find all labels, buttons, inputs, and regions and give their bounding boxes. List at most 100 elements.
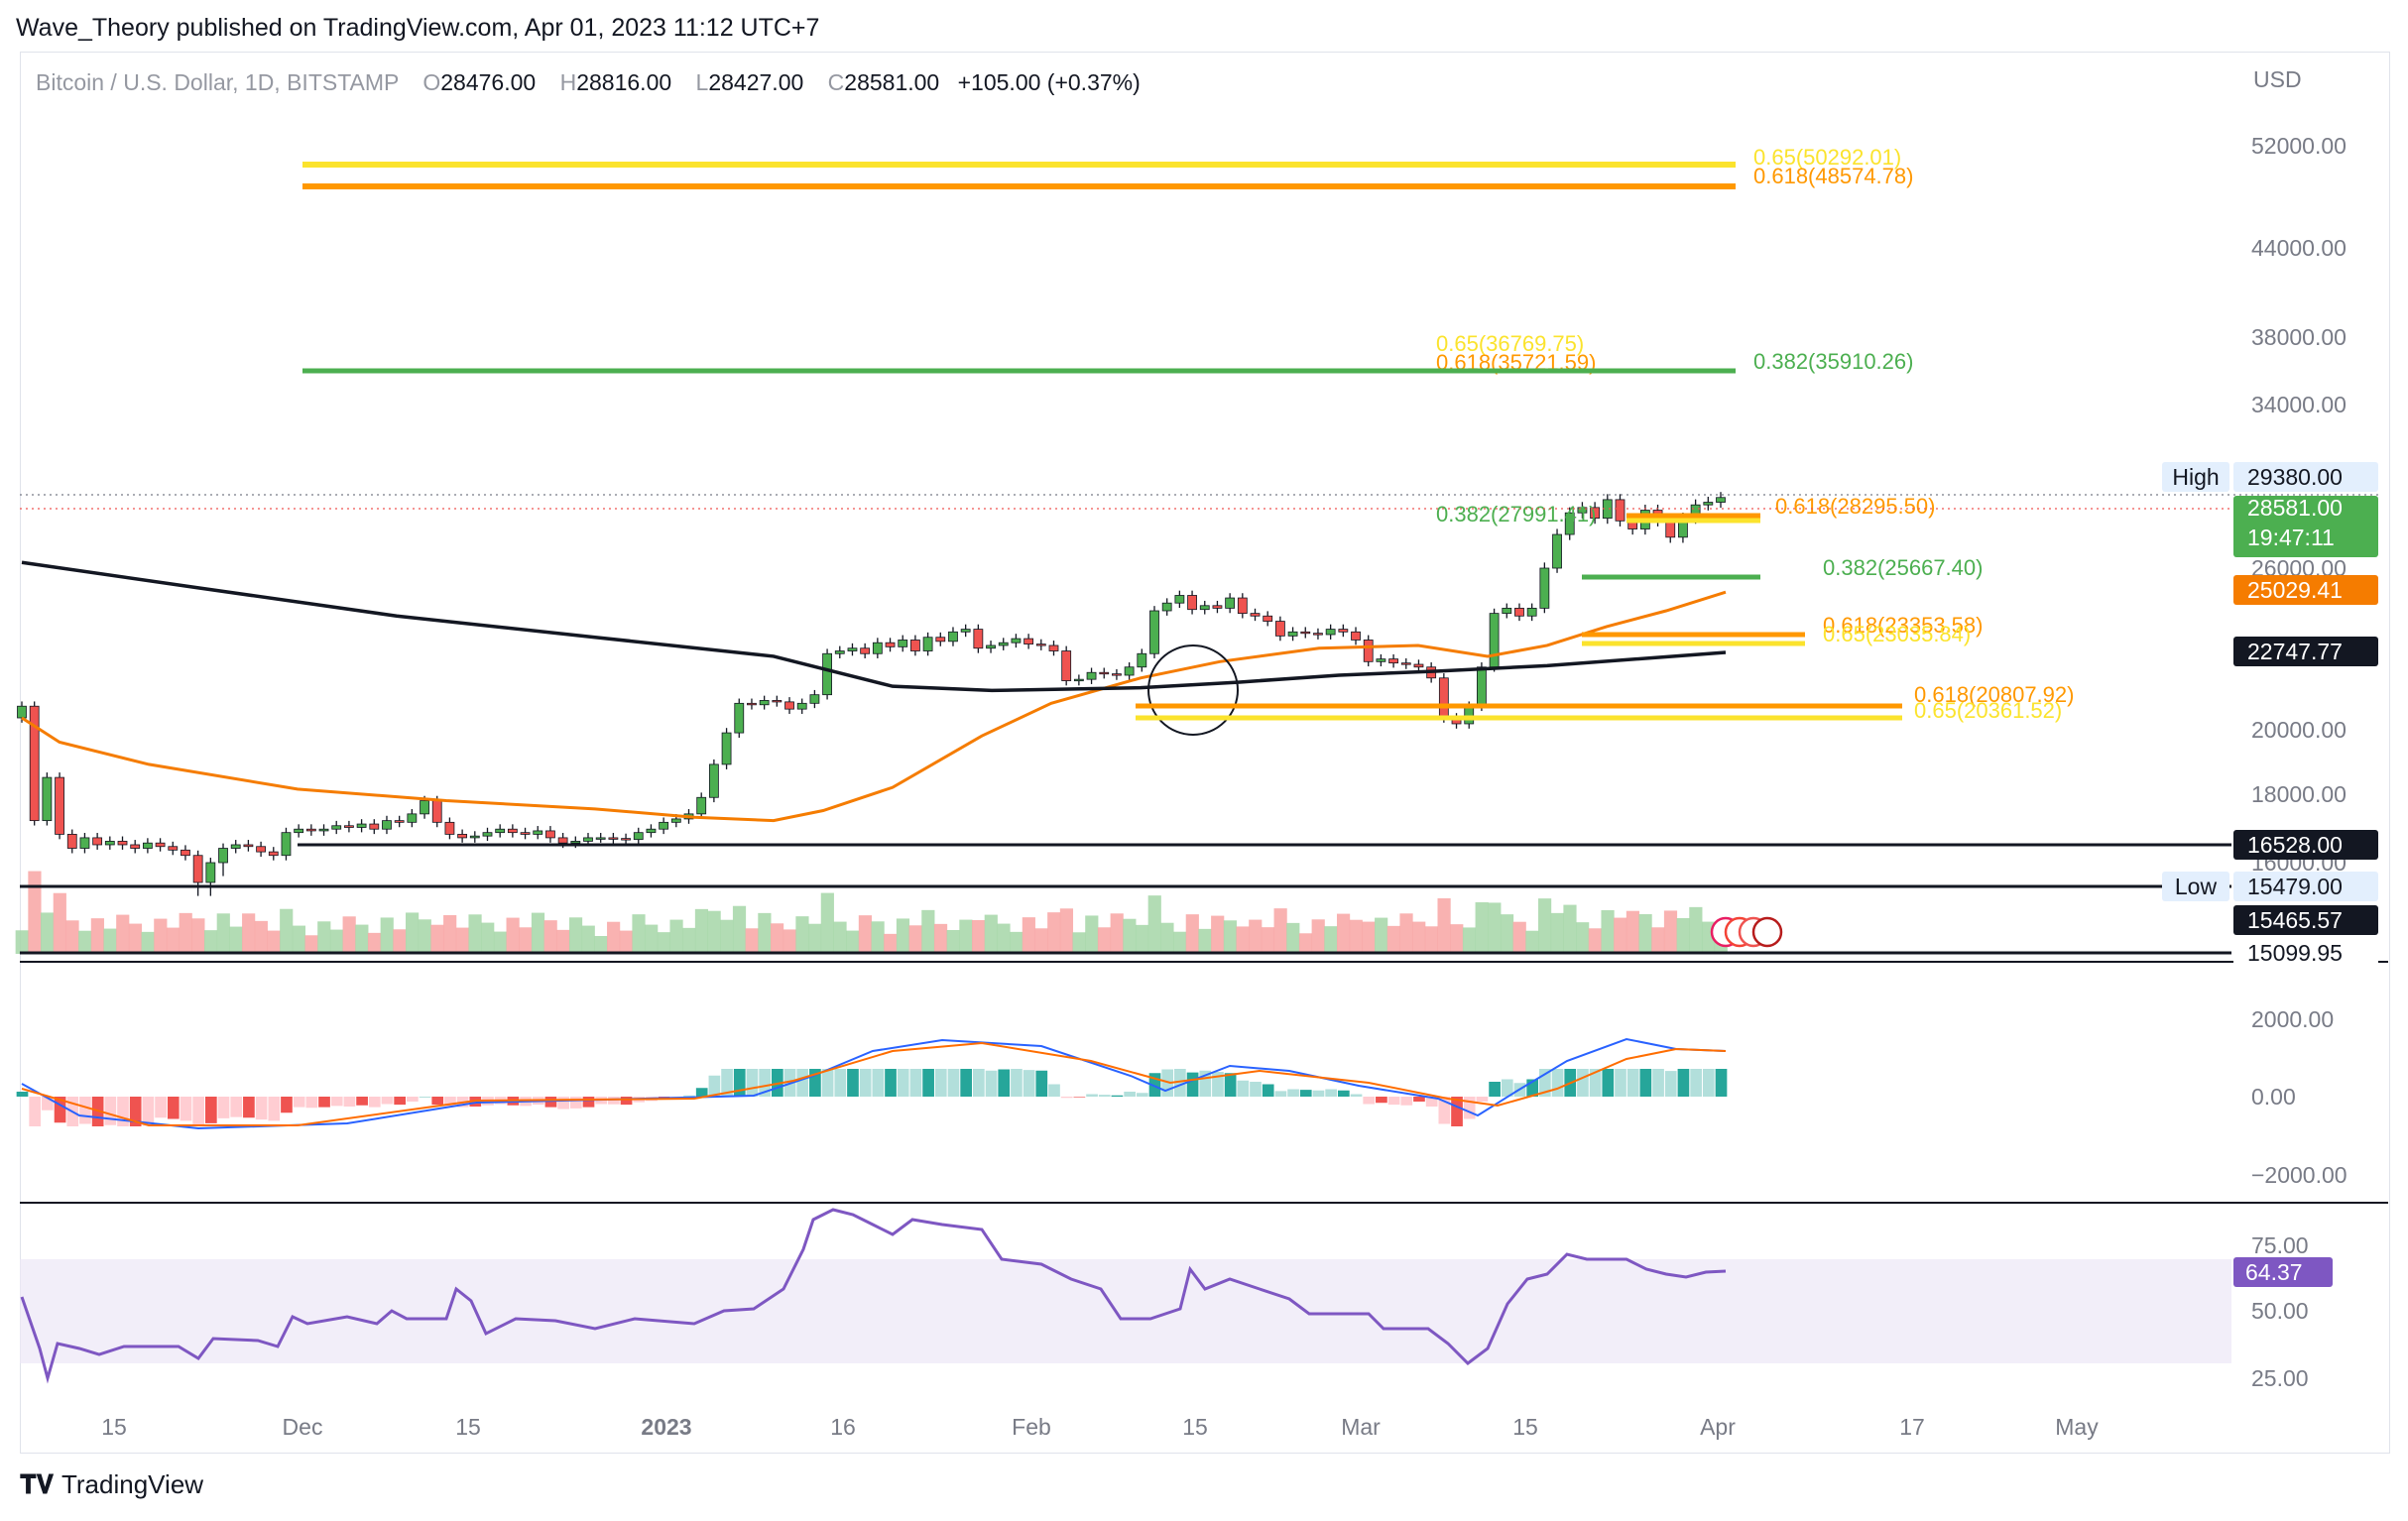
candle-body: [1665, 520, 1676, 538]
volume-bar: [1047, 912, 1061, 954]
volume-bar: [53, 892, 66, 954]
macd-hist-bar: [859, 1069, 872, 1097]
volume-bar: [884, 933, 898, 954]
volume-bar: [1412, 921, 1426, 954]
price-tag: [2233, 938, 2378, 968]
macd-hist-bar: [180, 1097, 192, 1121]
candle-body: [218, 848, 228, 864]
macd-hist-bar: [407, 1097, 419, 1102]
macd-hist-bar: [847, 1069, 859, 1097]
volume-bar: [103, 928, 117, 954]
candle-body: [1225, 597, 1236, 609]
price-tag-label: Low: [2175, 874, 2218, 899]
macd-hist-bar: [1350, 1094, 1363, 1097]
volume-bar: [1034, 928, 1048, 954]
macd-hist-bar: [356, 1097, 368, 1106]
macd-hist-bar: [1652, 1069, 1664, 1097]
price-tag-value: 28581.00: [2247, 495, 2343, 521]
volume-bar: [556, 929, 570, 954]
volume-bar: [1286, 922, 1300, 954]
macd-hist-bar: [1060, 1097, 1073, 1099]
candle-body: [29, 705, 40, 822]
macd-hist-bar: [293, 1097, 305, 1108]
volume-bar: [946, 930, 960, 954]
volume-bar: [1576, 922, 1590, 954]
x-tick-label: 2023: [641, 1414, 691, 1440]
price-tag-label: High: [2172, 464, 2219, 490]
candle-body: [243, 844, 254, 848]
macd-hist-bar: [1325, 1089, 1337, 1097]
volume-bar: [78, 930, 92, 954]
macd-hist-bar: [230, 1097, 243, 1117]
event-icon: [1751, 916, 1783, 948]
macd-hist-bar: [255, 1097, 268, 1120]
candle-body: [369, 823, 380, 830]
volume-bar: [682, 927, 696, 954]
macd-hist-bar: [1626, 1069, 1639, 1097]
candle-body: [935, 637, 946, 643]
macd-hist-bar: [1174, 1069, 1186, 1097]
macd-hist-bar: [117, 1097, 129, 1126]
volume-bar: [1160, 922, 1174, 954]
volume-bar: [1625, 910, 1640, 954]
candle-body: [1716, 497, 1726, 503]
candle-body: [520, 832, 531, 835]
candle-body: [948, 631, 958, 643]
candle-body: [759, 700, 770, 706]
price-tag-value: 29380.00: [2247, 464, 2343, 490]
symbol-legend[interactable]: Bitcoin / U.S. Dollar, 1D, BITSTAMP O284…: [36, 69, 1141, 96]
macd-hist-bar: [973, 1069, 985, 1097]
rsi-value-label: 64.37: [2245, 1259, 2303, 1285]
candle-body: [670, 818, 681, 823]
macd-hist-bar: [796, 1069, 809, 1097]
volume-bar: [380, 917, 394, 954]
volume-bar: [1462, 927, 1477, 954]
macd-hist-bar: [1664, 1071, 1677, 1097]
candle-body: [344, 825, 354, 828]
volume-bar: [329, 929, 344, 954]
y-tick-label: 44000.00: [2251, 235, 2347, 261]
macd-hist-bar: [394, 1097, 407, 1106]
volume-bar: [1638, 914, 1652, 954]
price-tag: [2233, 462, 2378, 492]
candle-body: [1438, 677, 1449, 719]
macd-hist-bar: [897, 1069, 909, 1097]
candle-body: [872, 642, 883, 654]
volume-bar: [367, 932, 382, 954]
y-tick-label: 18000.00: [2251, 781, 2347, 807]
macd-hist-bar: [1702, 1069, 1715, 1097]
volume-bar: [1349, 919, 1363, 954]
volume-bar: [242, 913, 256, 954]
symbol-name: Bitcoin / U.S. Dollar, 1D, BITSTAMP: [36, 69, 399, 95]
candle-body: [1564, 512, 1575, 535]
volume-bar: [972, 920, 986, 954]
price-tag-countdown: 19:47:11: [2247, 525, 2335, 550]
candle-body: [1048, 644, 1059, 651]
y-axis-unit: USD: [2253, 66, 2302, 92]
x-tick-label: Mar: [1341, 1414, 1381, 1440]
volume-bar: [166, 927, 181, 954]
candle-body: [796, 702, 807, 710]
candle-body: [960, 629, 971, 633]
volume-bar: [568, 917, 583, 954]
ohlc-close: 28581.00: [844, 69, 940, 95]
macd-hist-bar: [16, 1092, 29, 1097]
footer-brand[interactable]: 𝐓𝐕 TradingView: [20, 1469, 203, 1501]
candle-body: [696, 796, 707, 815]
macd-hist-bar: [934, 1069, 947, 1097]
candle-body: [1161, 602, 1172, 612]
volume-bar: [128, 923, 143, 954]
volume-bar: [1072, 932, 1086, 954]
price-tag-value: 15099.95: [2247, 940, 2343, 966]
volume-bar: [116, 914, 130, 954]
macd-hist-bar: [1299, 1090, 1312, 1097]
candle-body: [1061, 650, 1072, 681]
volume-bar: [846, 930, 860, 954]
macd-hist-bar: [569, 1097, 582, 1109]
volume-bar: [292, 925, 305, 954]
candle-body: [1274, 621, 1285, 637]
candle-body: [1388, 658, 1398, 664]
macd-hist-bar: [1011, 1069, 1023, 1097]
volume-bar: [1022, 917, 1035, 954]
